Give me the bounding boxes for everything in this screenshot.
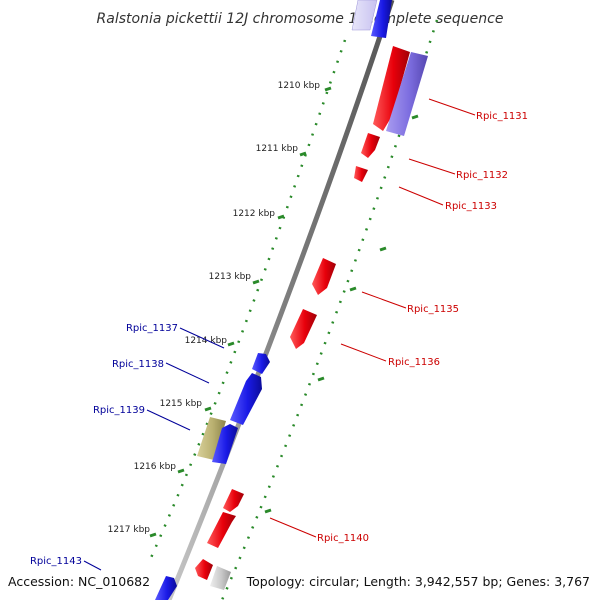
- leader-line: [165, 362, 210, 384]
- gene-arrow-gray: [210, 566, 231, 590]
- map-title: Ralstonia pickettii 12J chromosome 1, co…: [97, 11, 504, 27]
- gene-arrow-red: [312, 258, 336, 295]
- gene-label[interactable]: Rpic_1135: [407, 304, 459, 315]
- gene-arrow-red: [290, 309, 317, 349]
- gene-arrow-red: [354, 166, 368, 182]
- leader-line: [428, 98, 476, 116]
- leader-line: [361, 291, 407, 309]
- kbp-tick: [324, 86, 332, 92]
- gene-label[interactable]: Rpic_1133: [445, 201, 497, 212]
- kbp-label: 1210 kbp: [278, 81, 321, 91]
- gene-label[interactable]: Rpic_1143: [30, 556, 82, 567]
- kbp-label: 1214 kbp: [185, 336, 228, 346]
- gene-arrow-blue: [230, 373, 262, 425]
- gene-label[interactable]: Rpic_1140: [317, 533, 369, 544]
- kbp-tick: [349, 286, 357, 292]
- kbp-tick: [252, 279, 260, 285]
- accession-text: Accession: NC_010682: [8, 574, 150, 589]
- inner-tick-ring: [148, 39, 347, 561]
- kbp-tick: [379, 246, 387, 252]
- gene-arrow-red: [207, 512, 236, 548]
- gene-arrow-blue: [155, 576, 177, 600]
- kbp-tick: [277, 214, 285, 220]
- leader-line: [83, 560, 102, 571]
- gene-arrow-blue: [252, 353, 270, 374]
- gene-arrow-red: [223, 489, 244, 512]
- kbp-label: 1212 kbp: [233, 209, 276, 219]
- gene-arrow-red: [361, 133, 380, 158]
- kbp-label: 1216 kbp: [134, 462, 177, 472]
- gene-arrow-purple: [386, 52, 428, 136]
- gene-label[interactable]: Rpic_1132: [456, 170, 508, 181]
- gene-arrow-red: [195, 559, 213, 580]
- leader-line: [340, 343, 387, 362]
- gene-arrow-lavender: [351, 0, 378, 31]
- kbp-tick: [299, 151, 307, 157]
- kbp-tick: [177, 468, 185, 474]
- kbp-tick: [149, 532, 157, 538]
- kbp-tick: [264, 508, 272, 514]
- gene-arrow-blue: [371, 0, 392, 38]
- gene-label[interactable]: Rpic_1139: [93, 405, 145, 416]
- kbp-label: 1217 kbp: [108, 525, 151, 535]
- chromosome-backbone: [166, 0, 395, 600]
- kbp-tick: [317, 376, 325, 382]
- kbp-tick: [411, 114, 419, 120]
- kbp-tick: [227, 341, 235, 347]
- kbp-label: 1215 kbp: [160, 399, 203, 409]
- leader-line: [146, 409, 191, 431]
- topology-summary: Topology: circular; Length: 3,942,557 bp…: [246, 574, 590, 589]
- gene-label[interactable]: Rpic_1131: [476, 111, 528, 122]
- kbp-label: 1213 kbp: [209, 272, 252, 282]
- gene-arrow-olive: [197, 417, 226, 460]
- gene-arrow-blue: [212, 424, 238, 464]
- gene-arrow-red: [373, 46, 410, 131]
- gene-label[interactable]: Rpic_1136: [388, 357, 440, 368]
- leader-line: [269, 517, 317, 538]
- kbp-tick: [204, 406, 212, 412]
- gene-label[interactable]: Rpic_1138: [112, 359, 164, 370]
- kbp-label: 1211 kbp: [256, 144, 299, 154]
- leader-line: [408, 158, 456, 175]
- leader-line: [398, 186, 444, 206]
- gene-label[interactable]: Rpic_1137: [126, 323, 178, 334]
- leader-line: [179, 327, 225, 349]
